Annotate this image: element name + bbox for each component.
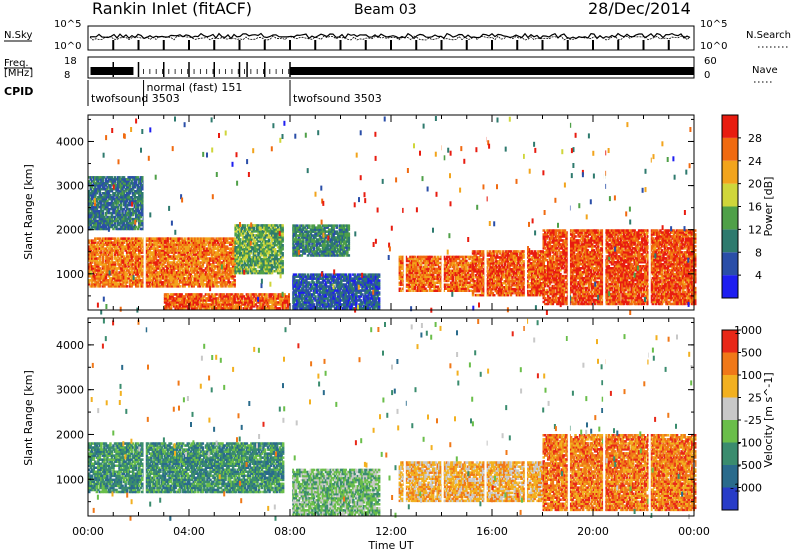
nsearch-label: N.Search: [746, 30, 791, 41]
heatmap-cell: [126, 285, 128, 288]
heatmap-cell: [281, 260, 284, 263]
heatmap-cell: [313, 303, 316, 306]
heatmap-cell: [378, 297, 381, 300]
heatmap-cell: [378, 291, 381, 294]
date-title: 28/Dec/2014: [588, 0, 691, 18]
noise-strip: N.Sky 10^5 10^0 10^5 10^0 N.Search: [4, 19, 791, 52]
freq-bars: [91, 62, 694, 77]
freq-unit: [MHz]: [4, 68, 33, 79]
cpid-segment-label: twofsound 3503: [293, 92, 382, 105]
heatmap-cell: [348, 254, 351, 257]
heatmap-cell: [183, 237, 186, 240]
heatmap-cell: [348, 224, 351, 227]
cpid-segment-label: normal (fast) 151: [147, 81, 243, 94]
freq-bar: [290, 67, 694, 75]
nsky-tick-high: 10^5: [54, 19, 81, 30]
heatmap-cell: [281, 252, 284, 255]
nave-tick-low: 0: [704, 70, 710, 81]
cpid-label: CPID: [4, 85, 33, 98]
heatmap-cell: [179, 285, 182, 288]
heatmap-cell: [426, 290, 429, 293]
noise-sweep-markers: [113, 40, 669, 50]
nsearch-tick-low: 10^0: [700, 41, 727, 52]
freq-strip: Freq. [MHz] 18 8 60 0 Nave: [4, 56, 778, 82]
heatmap-cell: [200, 293, 203, 296]
heatmap-cell: [239, 238, 242, 241]
nave-label: Nave: [752, 65, 778, 76]
heatmap-cell: [336, 224, 339, 227]
freq-tick-high: 18: [64, 56, 77, 67]
heatmap-cell: [348, 232, 351, 235]
nsky-trace: [90, 34, 690, 39]
heatmap-cell: [215, 293, 218, 296]
beam-title: Beam 03: [354, 2, 417, 18]
freq-bar: [91, 67, 134, 75]
heatmap-cell: [378, 279, 381, 282]
heatmap-cell: [281, 244, 284, 247]
heatmap-cell: [233, 279, 236, 282]
heatmap-cell: [281, 224, 284, 227]
heatmap-cell: [244, 224, 247, 227]
heatmap-cell: [308, 224, 311, 227]
heatmap-cell: [314, 295, 317, 298]
nsky-label: N.Sky: [4, 30, 32, 41]
freq-tick-low: 8: [64, 70, 70, 81]
heatmap-cell: [247, 293, 250, 296]
station-title: Rankin Inlet (fitACF): [92, 0, 252, 18]
heatmap-cell: [265, 293, 268, 296]
heatmap-cell: [217, 285, 220, 288]
nsearch-tick-high: 10^5: [700, 19, 727, 30]
nave-tick-high: 60: [704, 56, 717, 67]
nsky-tick-low: 10^0: [54, 41, 81, 52]
heatmap-cell: [349, 273, 352, 276]
heatmap-cell: [378, 273, 381, 276]
